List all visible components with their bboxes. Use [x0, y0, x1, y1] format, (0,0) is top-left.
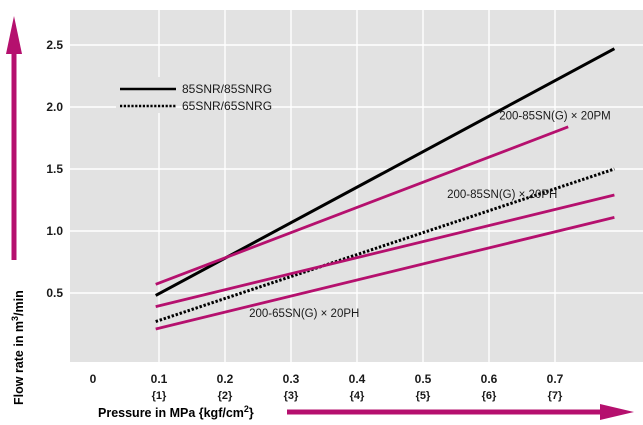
legend: 85SNR/85SNRG 65SNR/65SNRG: [116, 77, 272, 113]
x-tick-label: 0: [90, 372, 97, 386]
legend-label-85snr: 85SNR/85SNRG: [182, 82, 272, 96]
series-line-4: [155, 193, 615, 309]
y-arrow-shaft: [11, 52, 17, 260]
series-line-5: [155, 215, 615, 331]
y-axis-title-text: Flow rate in m: [12, 321, 26, 405]
x-arrow-head: [600, 404, 634, 420]
x-tick-sublabel: {5}: [416, 390, 431, 402]
grid-lines: [70, 10, 643, 362]
y-axis-title-end: /min: [12, 290, 26, 316]
y-tick-label: 1.5: [46, 162, 63, 176]
x-axis-title-sup: 2: [244, 404, 249, 414]
x-axis-arrow: [287, 404, 634, 420]
y-axis-arrow: [6, 16, 22, 260]
x-tick-sublabel: {4}: [350, 390, 365, 402]
y-tick-label: 1.0: [46, 224, 63, 238]
x-tick-label: 0.2: [217, 372, 234, 386]
x-tick-sublabel: {3}: [284, 390, 299, 402]
series-annotation-3: 200-65SN(G) × 20PH: [249, 308, 359, 320]
series-annotation-2: 200-85SN(G) × 20PH: [447, 189, 557, 201]
x-axis-title: Pressure in MPa {kgf/cm2}: [98, 404, 254, 420]
y-axis-title-sup: 3: [10, 316, 20, 321]
series-line-3: [155, 125, 569, 286]
legend-background: [116, 77, 176, 113]
legend-label-65snr: 65SNR/65SNRG: [182, 99, 272, 113]
series-annotation-1: 200-85SN(G) × 20PM: [499, 111, 611, 123]
x-tick-label: 0.4: [349, 372, 366, 386]
x-tick-sublabel: {7}: [548, 390, 563, 402]
x-tick-sublabel: {2}: [218, 390, 233, 402]
y-arrow-head: [6, 16, 22, 54]
y-tick-label: 0.5: [46, 286, 63, 300]
series-lines: [154, 47, 616, 331]
y-tick-label: 2.5: [46, 38, 63, 52]
x-tick-label: 0.5: [415, 372, 432, 386]
y-tick-label: 2.0: [46, 100, 63, 114]
x-tick-label: 0.7: [547, 372, 564, 386]
x-tick-label: 0.1: [151, 372, 168, 386]
y-axis-title: Flow rate in m3/min: [10, 290, 26, 405]
line-annotations: 200-85SN(G) × 20PM 200-85SN(G) × 20PH 200-…: [249, 111, 611, 320]
x-tick-label: 0.3: [283, 372, 300, 386]
series-line-2: [155, 167, 615, 323]
x-axis-title-end: }: [249, 406, 254, 420]
x-axis-title-text: Pressure in MPa {kgf/cm: [98, 406, 244, 420]
x-arrow-shaft: [287, 409, 605, 415]
x-tick-label: 0.6: [481, 372, 498, 386]
x-tick-sublabel: {6}: [482, 390, 497, 402]
x-tick-sublabel: {1}: [152, 390, 167, 402]
tick-labels: 0 0.1 {1} 0.2 {2} 0.3 {3} 0.4 {4} 0.5 {5} 0.6 {6} 0.7…: [46, 38, 563, 402]
